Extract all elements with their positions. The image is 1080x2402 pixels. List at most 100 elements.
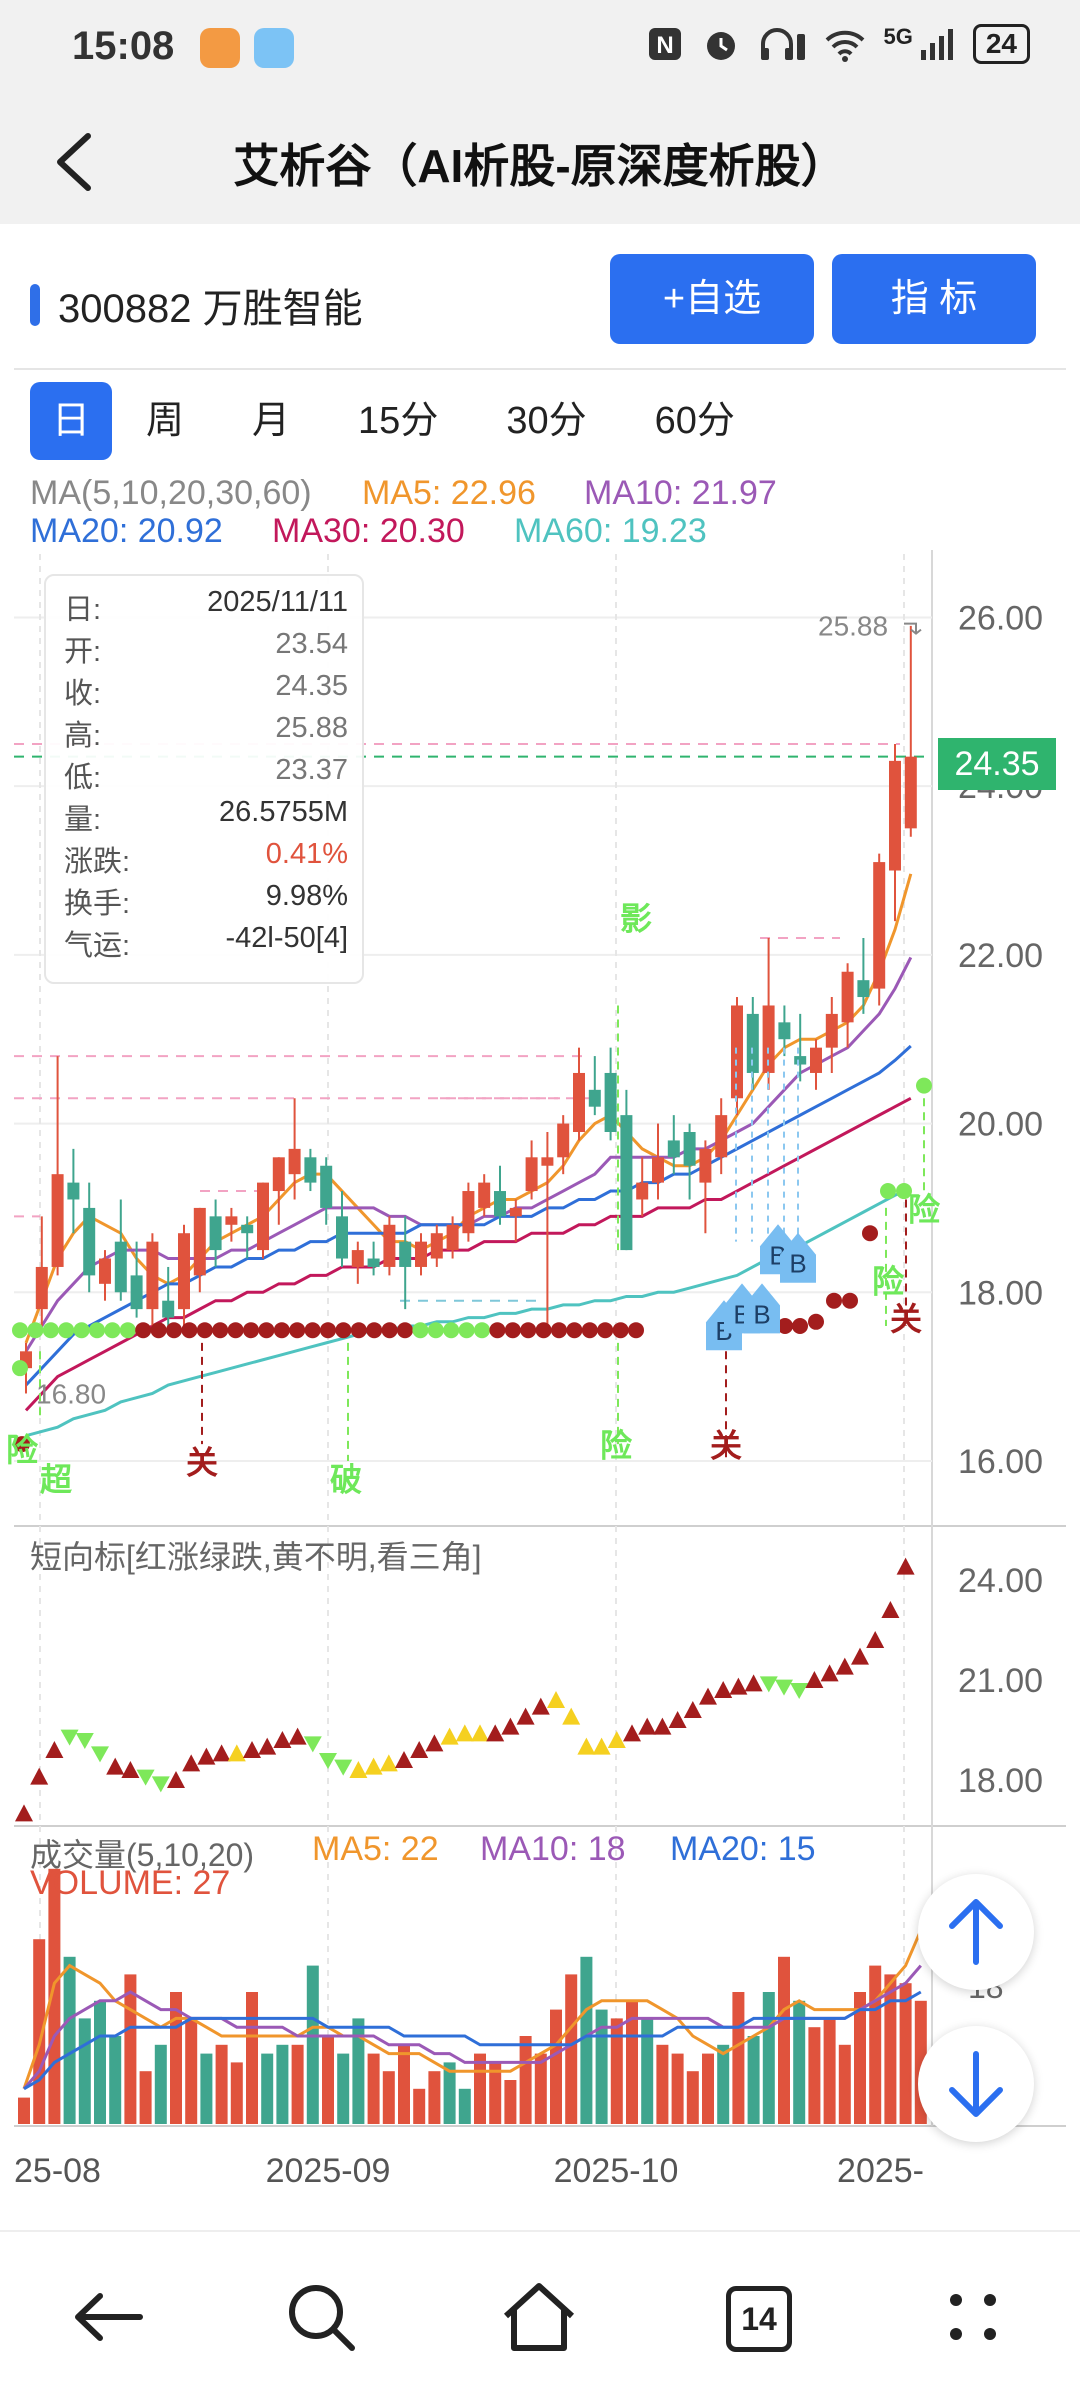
trend-triangle bbox=[486, 1724, 505, 1742]
trend-triangle bbox=[759, 1676, 778, 1693]
menu-icon[interactable] bbox=[928, 2272, 1018, 2362]
volume-bar bbox=[580, 1956, 593, 2124]
volume-bar bbox=[109, 2036, 122, 2124]
volume-bar bbox=[732, 1992, 745, 2124]
info-row-turnover: 换手: 9.98% bbox=[64, 880, 348, 920]
volume-bar bbox=[489, 2062, 502, 2124]
period-tabs: 日 周 月 15分 30分 60分 bbox=[30, 382, 769, 460]
trend-triangle bbox=[455, 1724, 474, 1742]
candle-body bbox=[699, 1148, 712, 1183]
back-arrow-icon[interactable] bbox=[36, 122, 116, 202]
nfc-icon: N bbox=[649, 28, 682, 60]
signal-dot bbox=[896, 1183, 912, 1200]
trend-triangle bbox=[562, 1707, 581, 1725]
candle-body bbox=[430, 1233, 443, 1259]
tabs-icon[interactable]: 14 bbox=[712, 2272, 802, 2362]
bottom-nav-bar: 14 bbox=[0, 2230, 1080, 2402]
signal-label: 险 bbox=[6, 1432, 39, 1468]
x-axis-label: 2025-09 bbox=[266, 2152, 391, 2190]
price-tick: 20.00 bbox=[958, 1106, 1043, 1144]
candle-body bbox=[351, 1250, 364, 1267]
trend-triangle bbox=[395, 1751, 413, 1768]
x-axis-label: 25-08 bbox=[14, 2152, 101, 2190]
trend-triangle bbox=[243, 1741, 261, 1758]
candle-info-box: 日: 2025/11/11 开: 23.54 收: 24.35 高: 25.88 低: 2… bbox=[44, 574, 364, 984]
trend-triangle bbox=[106, 1757, 125, 1775]
trend-triangle bbox=[729, 1677, 748, 1695]
home-icon[interactable] bbox=[494, 2272, 584, 2362]
volume-bar bbox=[154, 2044, 167, 2124]
indicator-button[interactable]: 指 标 bbox=[832, 254, 1036, 344]
volume-bar bbox=[246, 1992, 258, 2124]
ma5-legend: MA5: 22.96 bbox=[362, 474, 536, 512]
signal-label: 险 bbox=[600, 1428, 633, 1464]
candle-body bbox=[462, 1191, 475, 1234]
candle-body bbox=[478, 1182, 491, 1208]
trend-triangle bbox=[471, 1724, 489, 1742]
tab-week[interactable]: 周 bbox=[146, 400, 185, 442]
tab-month[interactable]: 月 bbox=[252, 400, 291, 442]
ma20-legend: MA20: 20.92 bbox=[30, 512, 223, 550]
signal-dot bbox=[880, 1183, 896, 1200]
trend-triangle bbox=[334, 1759, 353, 1776]
tab-60min[interactable]: 60分 bbox=[654, 400, 735, 442]
headphone-icon bbox=[761, 28, 806, 60]
candle-body bbox=[209, 1216, 222, 1251]
trend-triangle bbox=[668, 1711, 687, 1728]
volume-bar bbox=[823, 2018, 836, 2124]
volume-bar bbox=[762, 1992, 775, 2124]
volume-bar bbox=[565, 1974, 578, 2124]
tab-day[interactable]: 日 bbox=[30, 382, 113, 460]
signal-dot bbox=[135, 1322, 152, 1339]
scroll-up-button[interactable] bbox=[918, 1874, 1034, 1990]
title-bar: 艾析谷（AI析股-原深度析股） bbox=[0, 100, 1080, 224]
add-watchlist-button[interactable]: +自选 bbox=[610, 254, 814, 344]
trend-triangle bbox=[714, 1681, 733, 1698]
volume-ma-ma10 bbox=[22, 1964, 922, 2090]
volume-bar bbox=[595, 2009, 608, 2124]
candle-body bbox=[525, 1157, 538, 1192]
signal-dot bbox=[196, 1322, 213, 1339]
candle-body bbox=[35, 1266, 48, 1310]
high-arrow-icon bbox=[904, 622, 922, 635]
candle-body bbox=[83, 1207, 96, 1276]
volume-bar bbox=[458, 2088, 471, 2124]
trend-triangle bbox=[303, 1736, 322, 1753]
signal-dot bbox=[350, 1322, 367, 1339]
signal-dot bbox=[14, 1436, 30, 1453]
candle-body bbox=[857, 980, 870, 998]
volume-bar bbox=[793, 2000, 806, 2124]
signal-dot bbox=[551, 1322, 567, 1339]
volume-bar bbox=[200, 2053, 213, 2124]
signal-dot bbox=[581, 1322, 598, 1339]
volume-bar bbox=[443, 2062, 456, 2124]
volume-bar bbox=[398, 2044, 410, 2124]
signal-dot bbox=[104, 1322, 121, 1339]
volume-bar bbox=[534, 2053, 547, 2124]
tab-30min[interactable]: 30分 bbox=[506, 400, 587, 442]
volume-bar bbox=[808, 2027, 821, 2124]
trend-triangle bbox=[547, 1691, 565, 1708]
signal-dot bbox=[258, 1322, 275, 1339]
info-row-date: 日: 2025/11/11 bbox=[64, 586, 348, 626]
back-icon[interactable] bbox=[64, 2272, 154, 2362]
info-row-open: 开: 23.54 bbox=[64, 628, 348, 668]
candle-body bbox=[99, 1258, 111, 1284]
signal-dot bbox=[458, 1322, 475, 1339]
signal-label: 关 bbox=[890, 1301, 922, 1337]
scroll-down-button[interactable] bbox=[918, 2026, 1034, 2142]
signal-label: 险 bbox=[872, 1263, 905, 1299]
candle-body bbox=[636, 1182, 649, 1200]
tab-15min[interactable]: 15分 bbox=[358, 400, 439, 442]
candle-body bbox=[494, 1191, 506, 1217]
trend-triangle bbox=[379, 1754, 398, 1772]
volume-bar bbox=[367, 2053, 380, 2124]
signal-dot bbox=[289, 1322, 306, 1339]
volume-title: 成交量(5,10,20) bbox=[30, 1837, 255, 1873]
candle-body bbox=[762, 1005, 775, 1073]
search-icon[interactable] bbox=[276, 2272, 366, 2362]
candle-body bbox=[588, 1089, 601, 1107]
signal-dot bbox=[862, 1225, 878, 1242]
signal-dot bbox=[504, 1322, 521, 1339]
volume-bar bbox=[139, 2071, 152, 2124]
